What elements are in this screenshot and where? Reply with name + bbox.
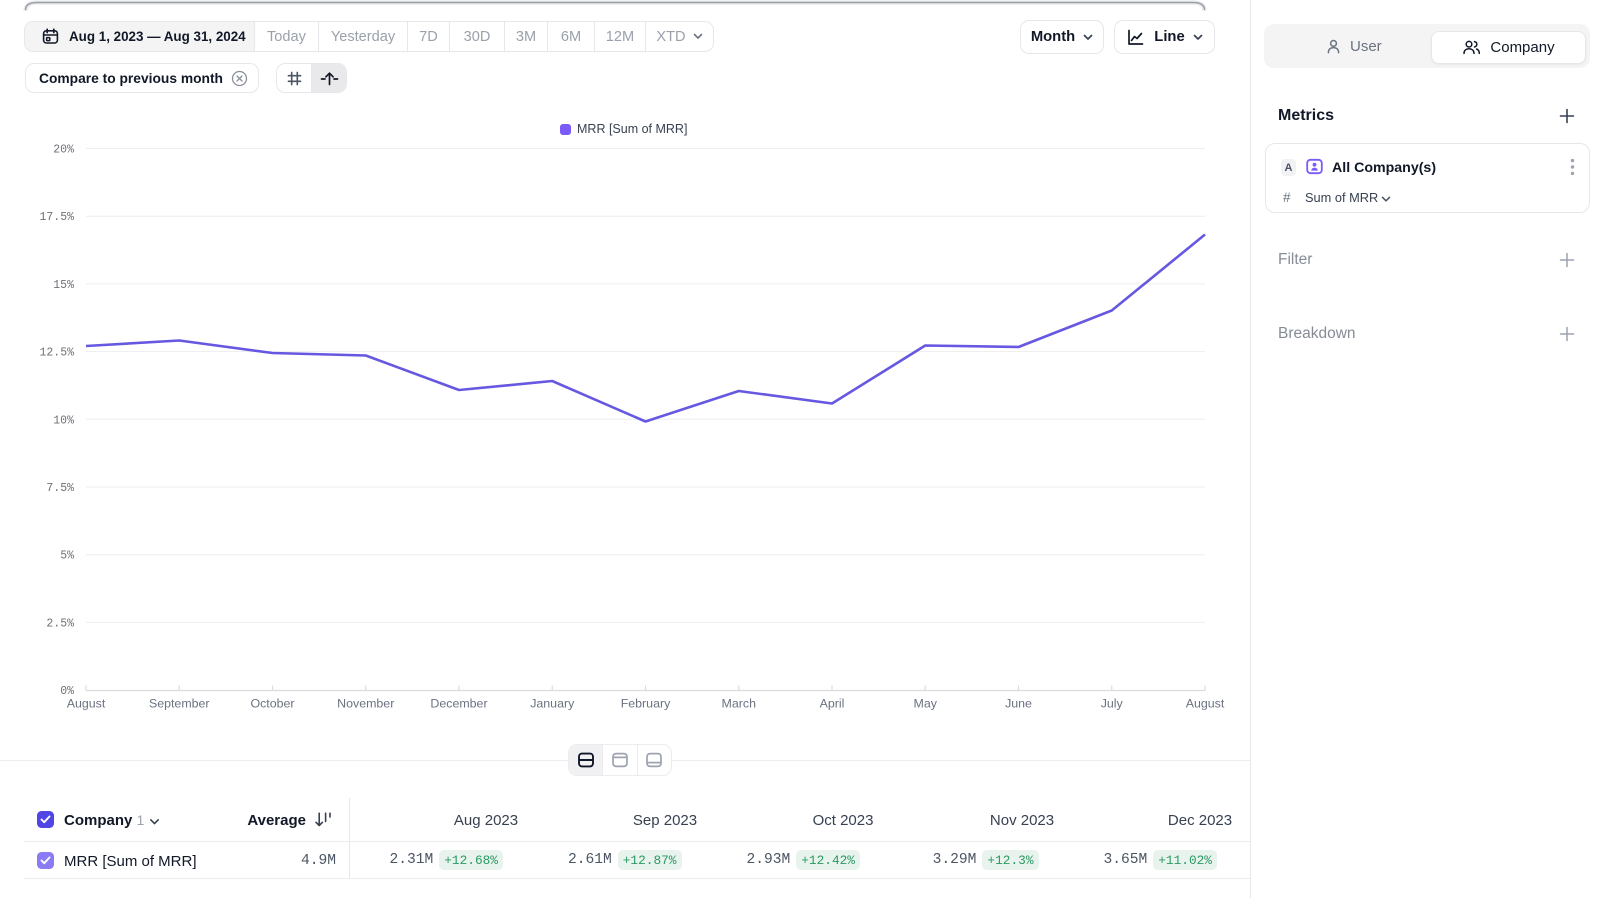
svg-text:7.5%: 7.5%: [46, 482, 74, 495]
svg-text:August: August: [1186, 697, 1225, 711]
svg-text:17.5%: 17.5%: [39, 211, 74, 224]
svg-text:October: October: [250, 697, 294, 711]
svg-text:20%: 20%: [53, 144, 74, 157]
svg-text:15%: 15%: [53, 279, 74, 292]
svg-text:September: September: [149, 697, 210, 711]
svg-text:January: January: [530, 697, 575, 711]
svg-text:12.5%: 12.5%: [39, 347, 74, 360]
svg-text:February: February: [621, 697, 671, 711]
svg-text:November: November: [337, 697, 394, 711]
svg-text:April: April: [820, 697, 845, 711]
svg-text:May: May: [914, 697, 938, 711]
svg-text:5%: 5%: [60, 550, 74, 563]
svg-text:June: June: [1005, 697, 1032, 711]
svg-text:December: December: [430, 697, 487, 711]
svg-text:0%: 0%: [60, 685, 74, 698]
svg-text:2.5%: 2.5%: [46, 617, 74, 630]
svg-text:10%: 10%: [53, 414, 74, 427]
svg-text:August: August: [67, 697, 106, 711]
svg-text:July: July: [1101, 697, 1124, 711]
svg-text:March: March: [722, 697, 757, 711]
